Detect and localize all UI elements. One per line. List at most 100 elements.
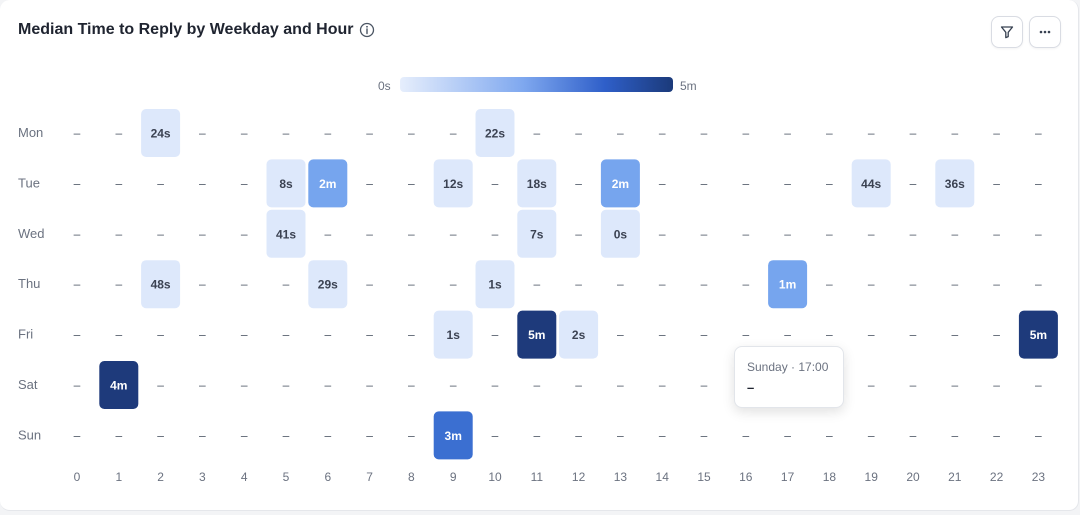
empty-cell[interactable]: –: [784, 428, 791, 442]
more-options-button[interactable]: [1029, 16, 1061, 48]
empty-cell[interactable]: –: [199, 126, 206, 140]
empty-cell[interactable]: –: [366, 378, 373, 392]
heatmap-cell[interactable]: [559, 310, 599, 359]
info-icon[interactable]: [359, 22, 375, 38]
empty-cell[interactable]: –: [115, 126, 122, 140]
empty-cell[interactable]: –: [826, 428, 833, 442]
empty-cell[interactable]: –: [575, 378, 582, 392]
empty-cell[interactable]: –: [533, 126, 540, 140]
empty-cell[interactable]: –: [742, 126, 749, 140]
empty-cell[interactable]: –: [408, 176, 415, 190]
empty-cell[interactable]: –: [575, 277, 582, 291]
heatmap-cell[interactable]: [266, 209, 306, 258]
empty-cell[interactable]: –: [993, 428, 1000, 442]
empty-cell[interactable]: –: [366, 428, 373, 442]
empty-cell[interactable]: –: [450, 126, 457, 140]
empty-cell[interactable]: –: [157, 378, 164, 392]
empty-cell[interactable]: –: [115, 227, 122, 241]
empty-cell[interactable]: –: [492, 227, 499, 241]
heatmap-cell[interactable]: [475, 260, 515, 309]
heatmap-cell[interactable]: [308, 159, 348, 208]
empty-cell[interactable]: –: [533, 378, 540, 392]
heatmap-cell[interactable]: [308, 260, 348, 309]
empty-cell[interactable]: –: [408, 277, 415, 291]
empty-cell[interactable]: –: [784, 328, 791, 342]
empty-cell[interactable]: –: [659, 378, 666, 392]
empty-cell[interactable]: –: [241, 328, 248, 342]
empty-cell[interactable]: –: [1035, 277, 1042, 291]
empty-cell[interactable]: –: [366, 227, 373, 241]
heatmap-cell[interactable]: [475, 109, 515, 157]
empty-cell[interactable]: –: [742, 176, 749, 190]
empty-cell[interactable]: –: [115, 277, 122, 291]
empty-cell[interactable]: –: [366, 126, 373, 140]
empty-cell[interactable]: –: [575, 227, 582, 241]
empty-cell[interactable]: –: [492, 328, 499, 342]
empty-cell[interactable]: –: [784, 227, 791, 241]
empty-cell[interactable]: –: [659, 176, 666, 190]
heatmap-cell[interactable]: [141, 109, 181, 157]
heatmap-cell[interactable]: [935, 159, 975, 208]
empty-cell[interactable]: –: [910, 378, 917, 392]
empty-cell[interactable]: –: [74, 126, 81, 140]
heatmap-cell[interactable]: [517, 310, 557, 359]
empty-cell[interactable]: –: [408, 328, 415, 342]
empty-cell[interactable]: –: [868, 428, 875, 442]
empty-cell[interactable]: –: [659, 227, 666, 241]
empty-cell[interactable]: –: [951, 227, 958, 241]
heatmap-cell[interactable]: [433, 159, 473, 208]
empty-cell[interactable]: –: [450, 277, 457, 291]
empty-cell[interactable]: –: [74, 277, 81, 291]
empty-cell[interactable]: –: [366, 328, 373, 342]
empty-cell[interactable]: –: [241, 126, 248, 140]
heatmap-cell[interactable]: [99, 361, 139, 409]
heatmap-cell[interactable]: [600, 159, 640, 208]
empty-cell[interactable]: –: [199, 277, 206, 291]
empty-cell[interactable]: –: [157, 328, 164, 342]
empty-cell[interactable]: –: [492, 176, 499, 190]
heatmap-cell[interactable]: [851, 159, 891, 208]
empty-cell[interactable]: –: [115, 176, 122, 190]
empty-cell[interactable]: –: [324, 428, 331, 442]
empty-cell[interactable]: –: [910, 328, 917, 342]
empty-cell[interactable]: –: [701, 378, 708, 392]
empty-cell[interactable]: –: [826, 176, 833, 190]
empty-cell[interactable]: –: [826, 277, 833, 291]
empty-cell[interactable]: –: [408, 126, 415, 140]
empty-cell[interactable]: –: [1035, 126, 1042, 140]
empty-cell[interactable]: –: [826, 227, 833, 241]
empty-cell[interactable]: –: [115, 428, 122, 442]
empty-cell[interactable]: –: [283, 428, 290, 442]
empty-cell[interactable]: –: [241, 378, 248, 392]
empty-cell[interactable]: –: [283, 378, 290, 392]
empty-cell[interactable]: –: [993, 328, 1000, 342]
empty-cell[interactable]: –: [575, 126, 582, 140]
empty-cell[interactable]: –: [366, 176, 373, 190]
empty-cell[interactable]: –: [951, 428, 958, 442]
empty-cell[interactable]: –: [157, 428, 164, 442]
empty-cell[interactable]: –: [533, 428, 540, 442]
filter-button[interactable]: [991, 16, 1023, 48]
empty-cell[interactable]: –: [951, 126, 958, 140]
empty-cell[interactable]: –: [868, 126, 875, 140]
empty-cell[interactable]: –: [951, 277, 958, 291]
empty-cell[interactable]: –: [366, 277, 373, 291]
heatmap-cell[interactable]: [600, 209, 640, 258]
heatmap-cell[interactable]: [768, 260, 808, 309]
empty-cell[interactable]: –: [1035, 428, 1042, 442]
empty-cell[interactable]: –: [199, 428, 206, 442]
empty-cell[interactable]: –: [659, 428, 666, 442]
empty-cell[interactable]: –: [199, 378, 206, 392]
empty-cell[interactable]: –: [241, 176, 248, 190]
empty-cell[interactable]: –: [199, 328, 206, 342]
empty-cell[interactable]: –: [283, 328, 290, 342]
empty-cell[interactable]: –: [408, 378, 415, 392]
empty-cell[interactable]: –: [199, 176, 206, 190]
empty-cell[interactable]: –: [701, 176, 708, 190]
empty-cell[interactable]: –: [575, 428, 582, 442]
empty-cell[interactable]: –: [1035, 227, 1042, 241]
empty-cell[interactable]: –: [74, 176, 81, 190]
empty-cell[interactable]: –: [492, 428, 499, 442]
empty-cell[interactable]: –: [617, 378, 624, 392]
heatmap-cell[interactable]: [433, 411, 473, 460]
